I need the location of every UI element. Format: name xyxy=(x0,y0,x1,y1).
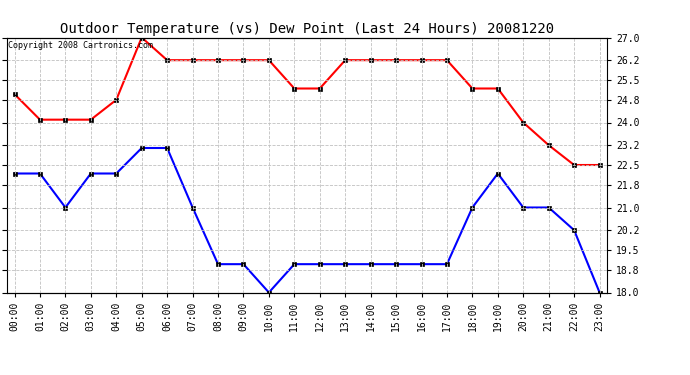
Text: Copyright 2008 Cartronics.com: Copyright 2008 Cartronics.com xyxy=(8,41,153,50)
Title: Outdoor Temperature (vs) Dew Point (Last 24 Hours) 20081220: Outdoor Temperature (vs) Dew Point (Last… xyxy=(60,22,554,36)
